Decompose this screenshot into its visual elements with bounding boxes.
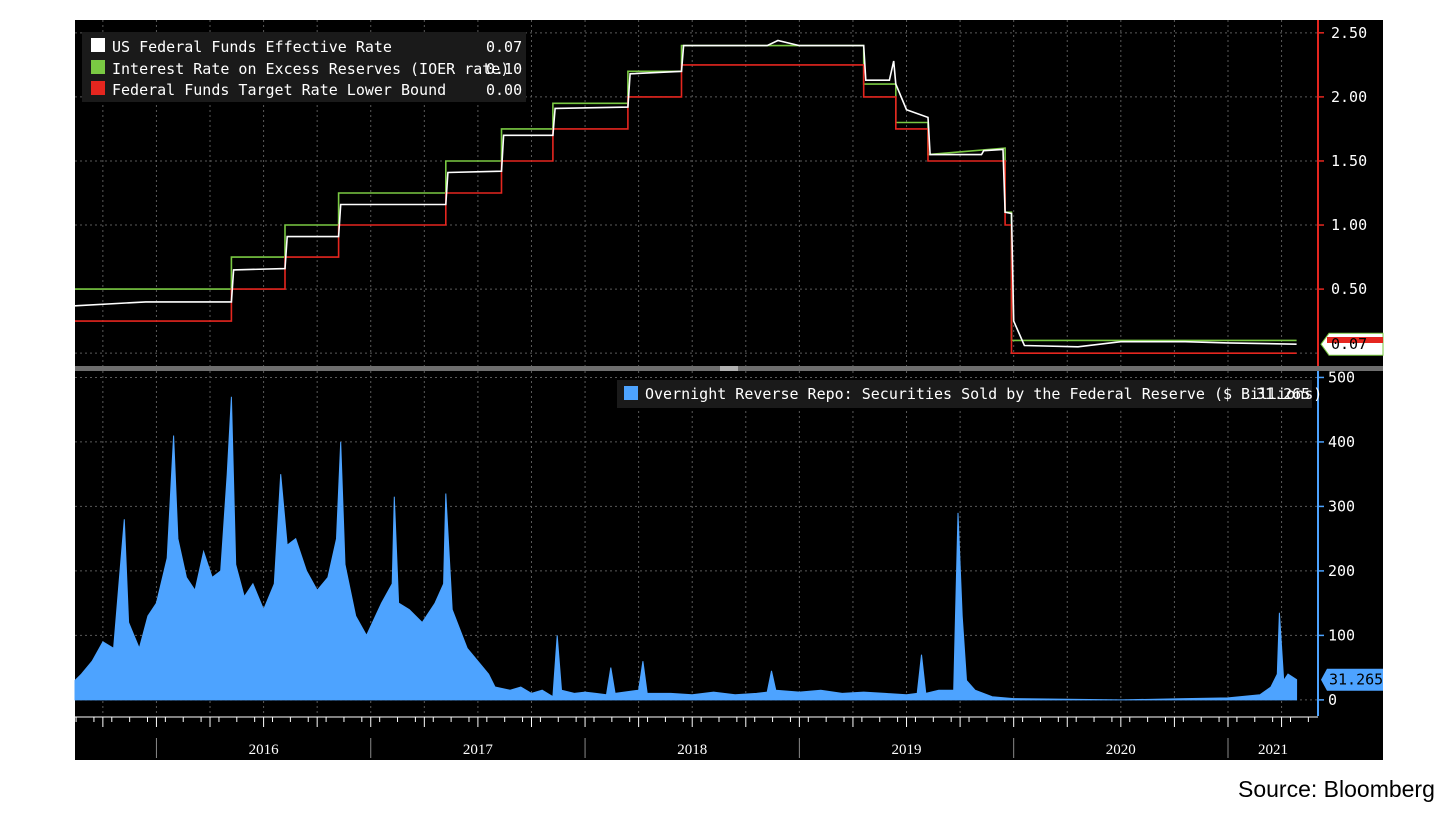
legend-label: Overnight Reverse Repo: Securities Sold … — [645, 385, 1322, 403]
legend-item-target-lower[interactable]: Federal Funds Target Rate Lower Bound 0.… — [91, 81, 522, 99]
x-year-label: 2016 — [249, 742, 280, 758]
rates-legend: US Federal Funds Effective Rate 0.07 Int… — [82, 32, 526, 102]
repo-legend[interactable]: Overnight Reverse Repo: Securities Sold … — [617, 380, 1322, 408]
y-tick-label: 0.50 — [1331, 280, 1367, 298]
rates-last-value-text: 0.07 — [1331, 335, 1367, 353]
y-tick-label: 100 — [1328, 626, 1355, 644]
legend-value: 0.00 — [486, 81, 522, 99]
repo-area-series — [74, 396, 1298, 701]
x-year-label: 2019 — [892, 742, 922, 758]
top-panel-y-axis: 2.50 2.00 1.50 1.00 0.50 — [1317, 20, 1367, 366]
x-axis: 2016 2017 2018 2019 2020 2021 — [75, 716, 1318, 758]
repo-last-value-text: 31.265 — [1329, 671, 1383, 689]
legend-swatch-red — [91, 81, 105, 95]
rates-legend-background — [82, 32, 526, 102]
bottom-panel-y-axis: 500 400 300 200 100 0 — [1317, 368, 1355, 716]
repo-area — [74, 396, 1298, 701]
legend-swatch-blue — [624, 386, 638, 400]
legend-label: Interest Rate on Excess Reserves (IOER r… — [112, 60, 509, 78]
legend-swatch-green — [91, 60, 105, 74]
panel-divider-handle[interactable] — [720, 366, 738, 371]
legend-item-effective-rate[interactable]: US Federal Funds Effective Rate 0.07 — [91, 38, 522, 56]
y-tick-label: 2.00 — [1331, 88, 1367, 106]
x-year-label: 2018 — [677, 742, 707, 758]
y-tick-label: 200 — [1328, 562, 1355, 580]
x-year-label: 2021 — [1258, 742, 1288, 758]
legend-value: 0.07 — [486, 38, 522, 56]
y-tick-label: 500 — [1328, 368, 1355, 386]
legend-label: Federal Funds Target Rate Lower Bound — [112, 81, 446, 99]
source-note: Source: Bloomberg — [1238, 776, 1435, 802]
repo-last-value-tag: 31.265 — [1321, 668, 1383, 691]
x-year-label: 2020 — [1106, 742, 1136, 758]
y-tick-label: 400 — [1328, 433, 1355, 451]
x-year-label: 2017 — [463, 742, 494, 758]
legend-item-ioer[interactable]: Interest Rate on Excess Reserves (IOER r… — [91, 60, 522, 78]
tag-red-underlay — [1327, 337, 1383, 343]
legend-value: 0.10 — [486, 60, 522, 78]
y-tick-label: 0 — [1328, 691, 1337, 709]
repo-legend-background — [617, 380, 1312, 408]
y-tick-label: 1.50 — [1331, 152, 1367, 170]
line-effective-rate — [74, 39, 1297, 348]
rates-last-value-tag: 0.07 — [1320, 332, 1384, 356]
line-ioer — [75, 44, 1297, 342]
y-tick-label: 300 — [1328, 497, 1355, 515]
legend-value: 31.265 — [1256, 385, 1310, 403]
legend-label: US Federal Funds Effective Rate — [112, 38, 392, 56]
legend-swatch-white — [91, 38, 105, 52]
y-tick-label: 2.50 — [1331, 24, 1367, 42]
y-tick-label: 1.00 — [1331, 216, 1367, 234]
rate-line-series — [74, 39, 1297, 355]
line-target-lower-bound — [75, 64, 1297, 355]
